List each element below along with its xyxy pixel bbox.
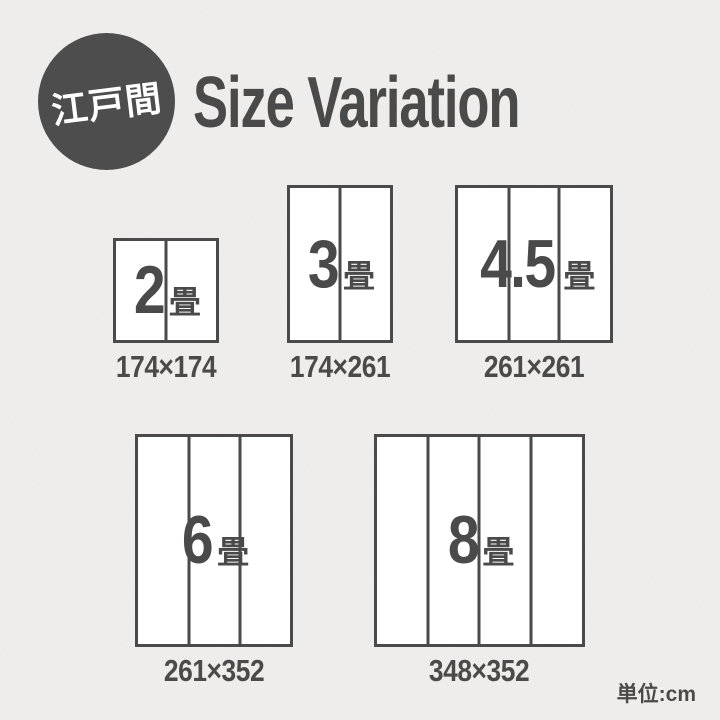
size-number: 3 bbox=[308, 225, 340, 302]
size-item-8: 8 畳 348×352 bbox=[374, 434, 585, 688]
dimensions-label: 174×174 bbox=[115, 348, 217, 384]
edoma-badge-label: 江戸間 bbox=[49, 76, 165, 132]
size-label-text: 4.5 畳 bbox=[473, 225, 596, 302]
dimensions-label: 261×261 bbox=[483, 348, 585, 384]
size-item-6: 6 畳 261×352 bbox=[135, 434, 294, 688]
size-item-4.5: 4.5 畳 261×261 bbox=[455, 185, 613, 384]
tatami-box-4.5: 4.5 畳 bbox=[455, 185, 613, 343]
tatami-unit-suffix: 畳 bbox=[563, 257, 596, 294]
size-item-2: 2 畳 174×174 bbox=[107, 237, 225, 384]
dimensions-label: 348×352 bbox=[429, 652, 530, 688]
size-number: 2 bbox=[133, 252, 166, 329]
edoma-badge: 江戸間 bbox=[38, 33, 175, 170]
tatami-unit-suffix: 畳 bbox=[168, 284, 201, 321]
tatami-unit-suffix: 畳 bbox=[342, 257, 375, 294]
page-title: Size Variation bbox=[193, 63, 521, 143]
tatami-unit-suffix: 畳 bbox=[482, 534, 515, 571]
size-number: 6 bbox=[182, 502, 214, 579]
dimensions-label: 261×352 bbox=[164, 652, 265, 688]
tatami-unit-suffix: 畳 bbox=[217, 534, 250, 571]
dimensions-label: 174×261 bbox=[289, 348, 391, 384]
size-row-1: 2 畳 174×174 3 畳 174×261 4.5 畳 261×261 bbox=[0, 185, 720, 384]
size-number: 4.5 bbox=[479, 225, 556, 302]
size-label: 4.5 畳 bbox=[458, 188, 610, 340]
size-item-3: 3 畳 174×261 bbox=[281, 185, 399, 384]
unit-note: 単位:cm bbox=[616, 683, 696, 706]
size-row-2: 6 畳 261×352 8 畳 348×352 bbox=[0, 434, 720, 688]
size-number: 8 bbox=[447, 502, 479, 579]
